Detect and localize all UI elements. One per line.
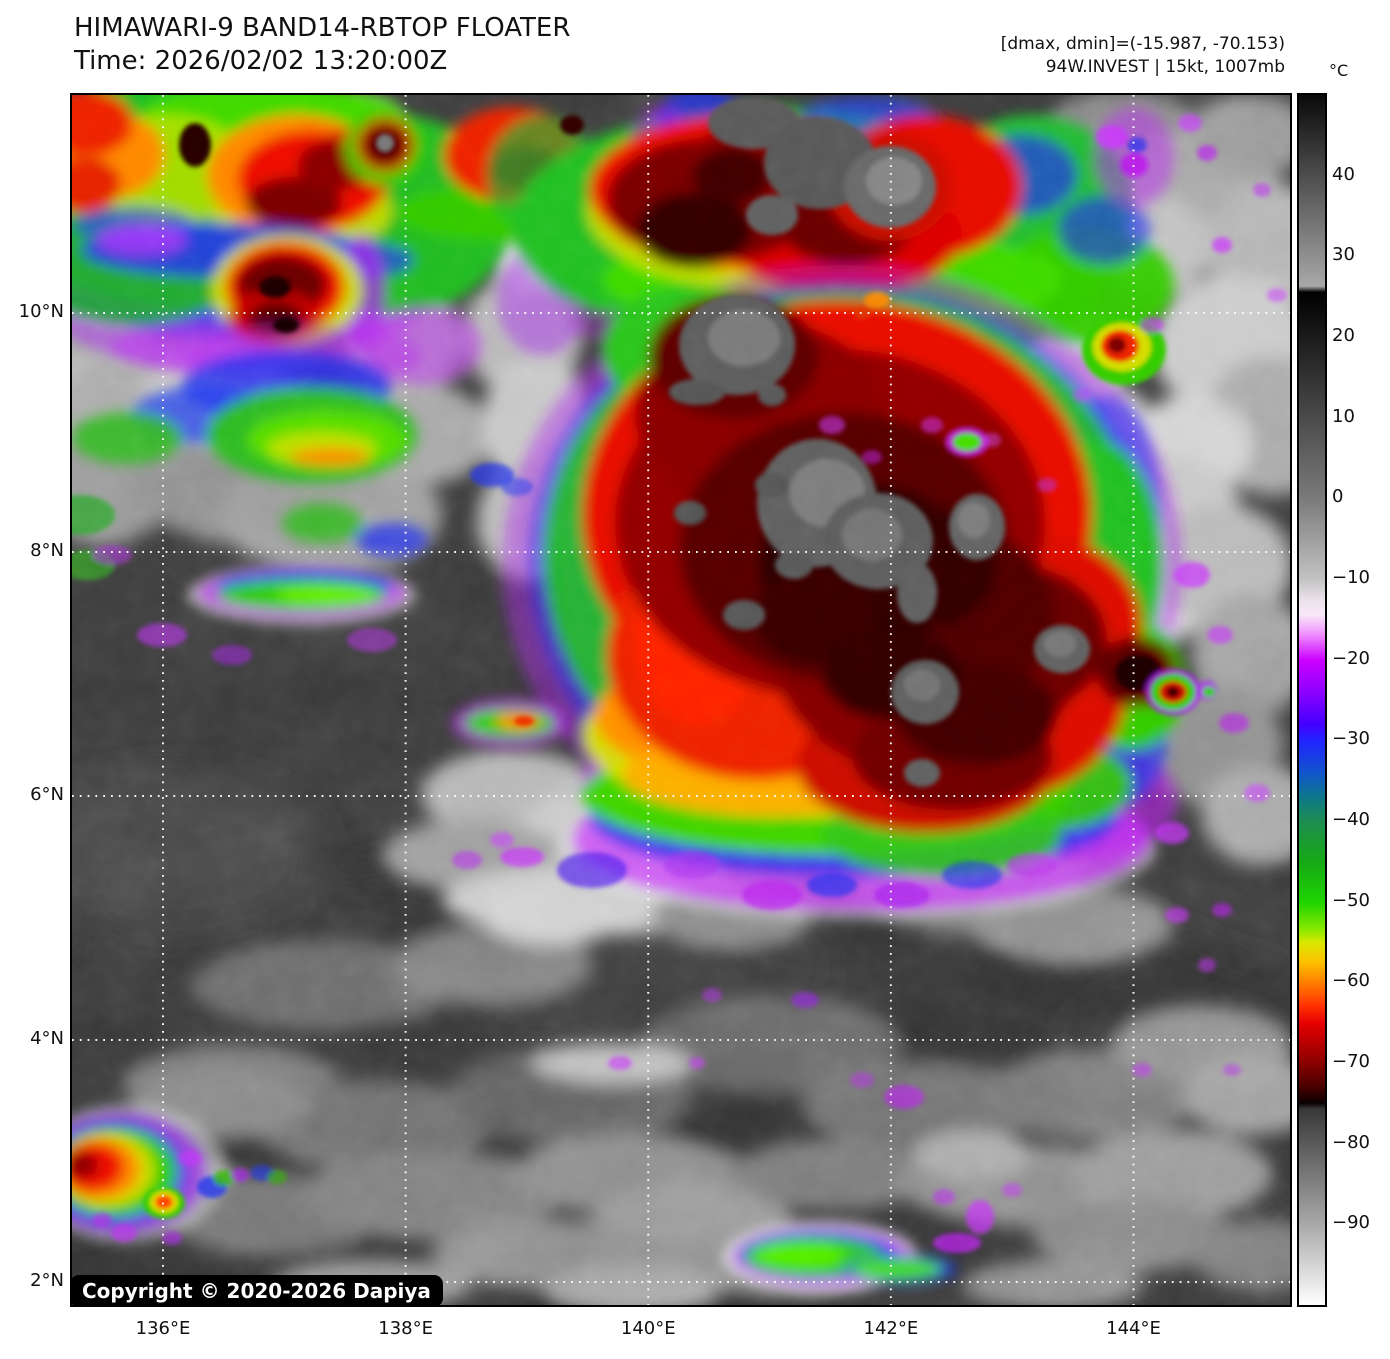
colorbar-tick-label: −40 <box>1332 809 1370 830</box>
y-tick-label: 10°N <box>18 301 64 323</box>
colorbar-tick-label: −90 <box>1332 1212 1370 1234</box>
colorbar-tick-label: −50 <box>1332 889 1370 911</box>
colorbar-unit-label: °C <box>1329 61 1349 80</box>
colorbar-gradient <box>1299 95 1325 1305</box>
figure-title: HIMAWARI-9 BAND14-RBTOP FLOATER <box>74 13 571 43</box>
colorbar-tick-label: −30 <box>1332 728 1370 750</box>
colorbar <box>1297 93 1327 1307</box>
x-tick-label: 142°E <box>863 1318 919 1339</box>
colorbar-tick-label: 30 <box>1332 244 1355 266</box>
latlon-gridlines <box>72 95 1290 1305</box>
colorbar-tick-label: −10 <box>1332 567 1370 588</box>
storm-info: 94W.INVEST | 15kt, 1007mb <box>1045 57 1285 77</box>
colorbar-tick-label: 40 <box>1332 163 1355 185</box>
colorbar-tick-label: 20 <box>1332 325 1355 346</box>
copyright-badge: Copyright © 2020-2026 Dapiya <box>72 1275 443 1305</box>
x-tick-label: 140°E <box>620 1318 676 1339</box>
satellite-map: Copyright © 2020-2026 Dapiya <box>70 93 1292 1307</box>
colorbar-tick-label: 0 <box>1332 486 1344 508</box>
x-tick-label: 138°E <box>378 1318 433 1339</box>
figure-time: Time: 2026/02/02 13:20:00Z <box>74 46 448 76</box>
y-tick-label: 6°N <box>30 783 64 805</box>
satellite-image <box>72 95 1290 1305</box>
colorbar-tick-label: 10 <box>1332 405 1355 427</box>
colorbar-tick-label: −80 <box>1332 1131 1370 1153</box>
figure-info-block: [dmax, dmin]=(-15.987, -70.153) 94W.INVE… <box>1001 33 1285 79</box>
colorbar-tick-label: −60 <box>1332 970 1370 992</box>
colorbar-tick-label: −20 <box>1332 647 1370 669</box>
colorbar-tick-label: −70 <box>1332 1051 1370 1072</box>
range-info: [dmax, dmin]=(-15.987, -70.153) <box>1000 34 1285 54</box>
figure-title-block: HIMAWARI-9 BAND14-RBTOP FLOATER Time: 20… <box>74 12 570 78</box>
fine-texture-noise <box>72 95 1290 1305</box>
x-tick-label: 144°E <box>1106 1318 1161 1339</box>
y-tick-label: 4°N <box>30 1028 64 1049</box>
y-tick-label: 8°N <box>30 540 64 562</box>
y-tick-label: 2°N <box>30 1270 64 1291</box>
x-tick-label: 136°E <box>135 1318 191 1339</box>
